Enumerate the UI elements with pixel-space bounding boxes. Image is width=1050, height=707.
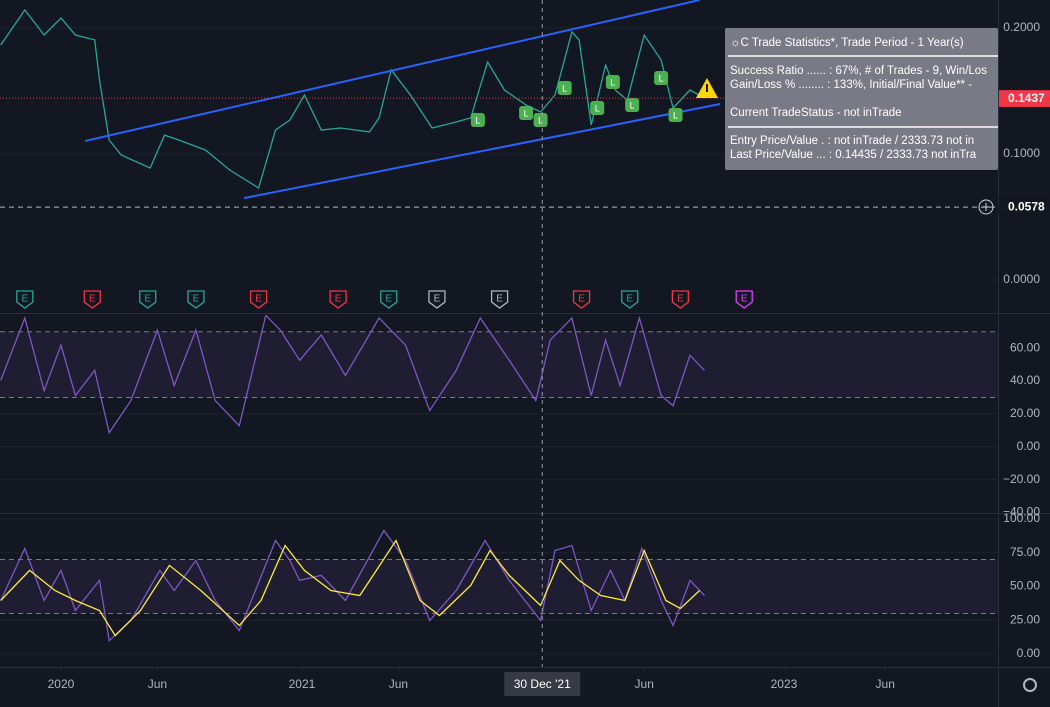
y-tick-label: 25.00: [1010, 612, 1040, 626]
event-label: E: [626, 294, 633, 305]
signal-marker: [668, 108, 683, 123]
event-label: E: [677, 294, 684, 305]
x-tick-label: Jun: [876, 677, 895, 691]
y-tick-label: 50.00: [1010, 579, 1040, 593]
signal-marker: [654, 71, 669, 85]
signal-marker: [533, 112, 548, 127]
signal-marker: [625, 97, 640, 112]
x-tick-label: Jun: [635, 677, 654, 691]
x-tick-label: Jun: [148, 677, 167, 691]
series-line: [0, 539, 701, 637]
stats-line: Entry Price/Value . : not inTrade / 2333…: [730, 135, 974, 147]
y-tick-label: 0.1000: [1003, 146, 1040, 160]
stats-box: ☼C Trade Statistics*, Trade Period - 1 Y…: [725, 28, 998, 170]
series-line: [84, 0, 700, 142]
signal-label: L: [524, 108, 529, 118]
signal-marker: [590, 100, 605, 115]
signal-marker: [605, 75, 620, 90]
series-line: [243, 103, 721, 200]
band-fill: [0, 331, 998, 398]
signal-label: L: [630, 100, 635, 110]
event-label: E: [496, 294, 503, 305]
signal-label: L: [673, 110, 678, 120]
series-line: [0, 8, 705, 190]
price-label: 0.0578: [1008, 199, 1045, 213]
event-label: E: [434, 294, 441, 305]
signal-label: L: [659, 73, 664, 83]
series-line: [0, 315, 705, 435]
event-label: E: [193, 294, 200, 305]
event-icon: [671, 290, 690, 309]
stats-line: Current TradeStatus - not inTrade: [730, 107, 902, 119]
signal-label: L: [562, 83, 567, 93]
y-tick-label: −40.00: [1003, 505, 1040, 519]
event-label: E: [335, 294, 342, 305]
event-icon: [380, 290, 398, 309]
x-tick-label: 2020: [48, 677, 75, 691]
event-label: E: [21, 294, 28, 305]
event-icon: [490, 290, 509, 309]
event-icon: [428, 290, 446, 309]
x-tick-label: 2021: [289, 677, 316, 691]
y-tick-label: 0.00: [1017, 646, 1041, 660]
stats-line: Success Ratio ...... : 67%, # of Trades …: [730, 65, 987, 77]
pane: [0, 315, 998, 512]
y-tick-label: 20.00: [1010, 406, 1040, 420]
signal-marker: [557, 80, 572, 95]
settings-button[interactable]: [1023, 678, 1037, 692]
plus-button[interactable]: [978, 199, 994, 215]
pane: [0, 518, 998, 655]
signal-marker: [470, 112, 485, 127]
stats-line: Gain/Loss % ........ : 133%, Initial/Fin…: [730, 79, 972, 91]
y-tick-label: 75.00: [1010, 545, 1040, 559]
event-label: E: [385, 294, 392, 305]
stats-line: ☼C Trade Statistics*, Trade Period - 1 Y…: [730, 37, 964, 49]
event-label: E: [89, 294, 96, 305]
x-tick-label: 2023: [771, 677, 798, 691]
y-tick-label: −20.00: [1003, 472, 1040, 486]
y-tick-label: 0.2000: [1003, 20, 1040, 34]
event-icon: [83, 290, 101, 309]
stats-line: Last Price/Value ... : 0.14435 / 2333.73…: [730, 149, 977, 161]
event-label: E: [741, 294, 748, 305]
event-icon: [572, 290, 591, 309]
price-label: 0.1437: [1008, 91, 1045, 105]
x-tick-label: Jun: [389, 677, 408, 691]
plus-icon: [982, 203, 990, 211]
event-icon: [187, 290, 205, 309]
signal-label: L: [475, 115, 480, 125]
signal-label: L: [538, 115, 543, 125]
event-label: E: [578, 294, 585, 305]
signal-marker: [519, 106, 534, 121]
event-icon: [329, 290, 347, 309]
event-icon: [249, 290, 268, 309]
price-label-box: [999, 90, 1050, 107]
y-tick-label: 100.00: [1003, 511, 1040, 525]
event-label: E: [255, 294, 262, 305]
signal-label: L: [595, 103, 600, 113]
stats-box-bg: [725, 28, 998, 170]
event-icon: [735, 290, 753, 309]
crosshair-label: 30 Dec '21: [514, 677, 571, 691]
price-label-box: [998, 198, 1050, 216]
y-tick-label: 0.00: [1017, 439, 1041, 453]
event-icon: [621, 290, 639, 309]
crosshair-label-box: [504, 672, 581, 696]
signal-label: L: [610, 77, 615, 87]
y-tick-label: 60.00: [1010, 340, 1040, 354]
event-icon: [139, 290, 157, 309]
event-label: E: [144, 294, 151, 305]
y-tick-label: 0.0000: [1003, 272, 1040, 286]
event-icon: [16, 290, 34, 309]
y-tick-label: 40.00: [1010, 373, 1040, 387]
